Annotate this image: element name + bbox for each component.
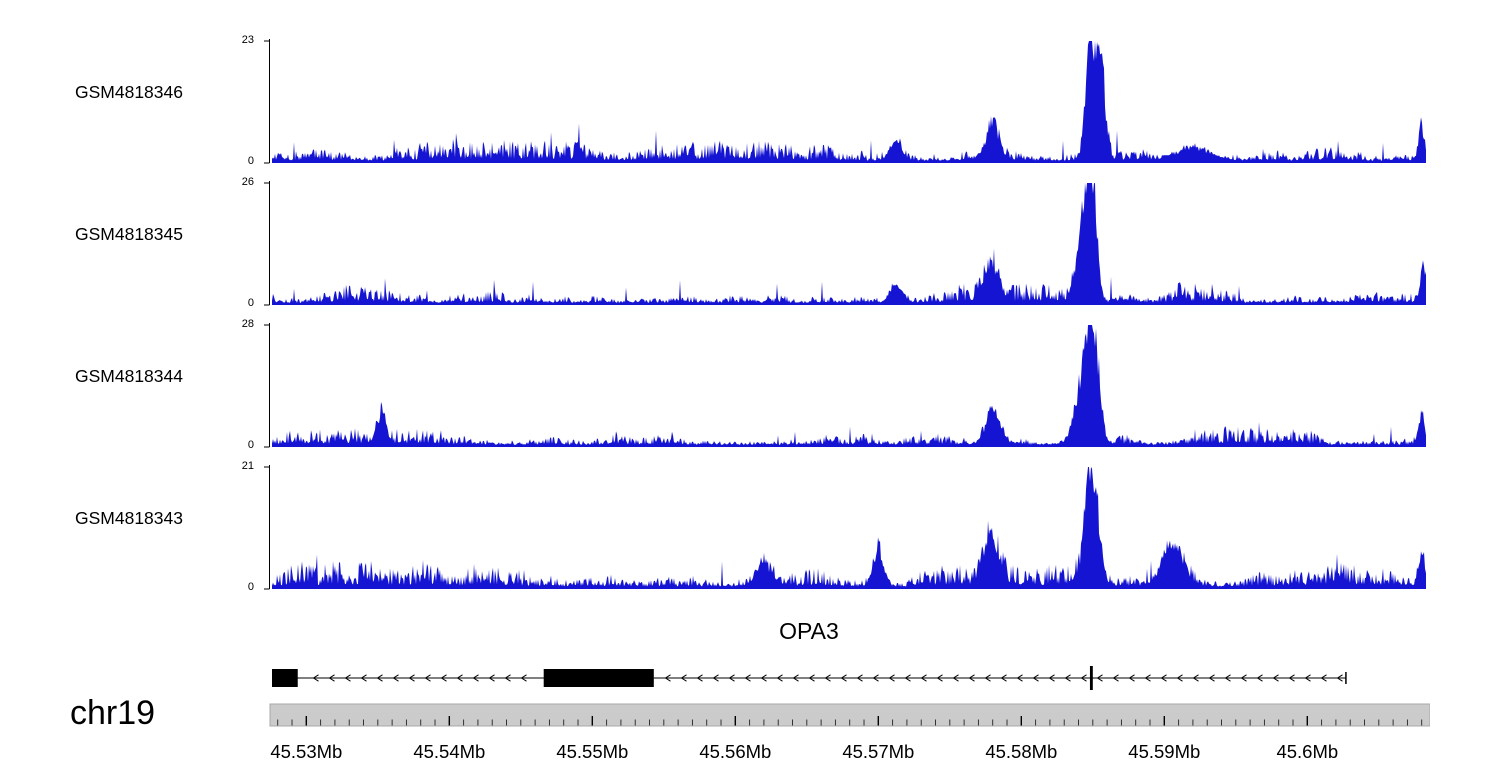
yaxis-min-label: 0 xyxy=(247,439,254,451)
yaxis-max-label: 23 xyxy=(241,34,254,46)
chromosome-label: chr19 xyxy=(70,694,156,732)
gene-model-track xyxy=(272,666,1347,690)
yaxis-max-label: 26 xyxy=(241,176,254,188)
coverage-signal-plot xyxy=(264,39,1426,164)
axis-tick-label: 45.53Mb xyxy=(270,741,342,762)
track-label: GSM4818343 xyxy=(75,508,183,528)
yaxis-min-label: 0 xyxy=(247,297,254,309)
track-label: GSM4818344 xyxy=(75,366,183,386)
coverage-track-row: GSM4818344 28 0 xyxy=(0,318,1500,451)
yaxis-min-label: 0 xyxy=(247,155,254,167)
genome-coordinate-axis: 45.53Mb 45.54Mb 45.55Mb 45.56Mb 45.57Mb 45.58… xyxy=(269,703,1430,762)
axis-tick-label: 45.58Mb xyxy=(985,741,1057,762)
yaxis-max-label: 28 xyxy=(241,318,254,330)
axis-tick-label: 45.6Mb xyxy=(1276,741,1338,762)
axis-tick-label: 45.57Mb xyxy=(842,741,914,762)
coverage-signal-plot xyxy=(264,181,1426,306)
axis-tick-label: 45.55Mb xyxy=(556,741,628,762)
coverage-track-row: GSM4818346 23 0 xyxy=(0,34,1500,167)
coverage-track-row: GSM4818343 21 0 xyxy=(0,460,1500,593)
axis-tick-label: 45.59Mb xyxy=(1128,741,1200,762)
yaxis-min-label: 0 xyxy=(247,581,254,593)
track-label: GSM4818346 xyxy=(75,82,183,102)
coverage-track-row: GSM4818345 26 0 xyxy=(0,176,1500,309)
axis-tick-label: 45.56Mb xyxy=(699,741,771,762)
gene-name-label: OPA3 xyxy=(779,618,839,644)
coverage-signal-plot xyxy=(264,323,1426,448)
axis-tick-label: 45.54Mb xyxy=(413,741,485,762)
track-label: GSM4818345 xyxy=(75,224,183,244)
coverage-signal-plot xyxy=(264,465,1426,590)
yaxis-max-label: 21 xyxy=(241,460,254,472)
